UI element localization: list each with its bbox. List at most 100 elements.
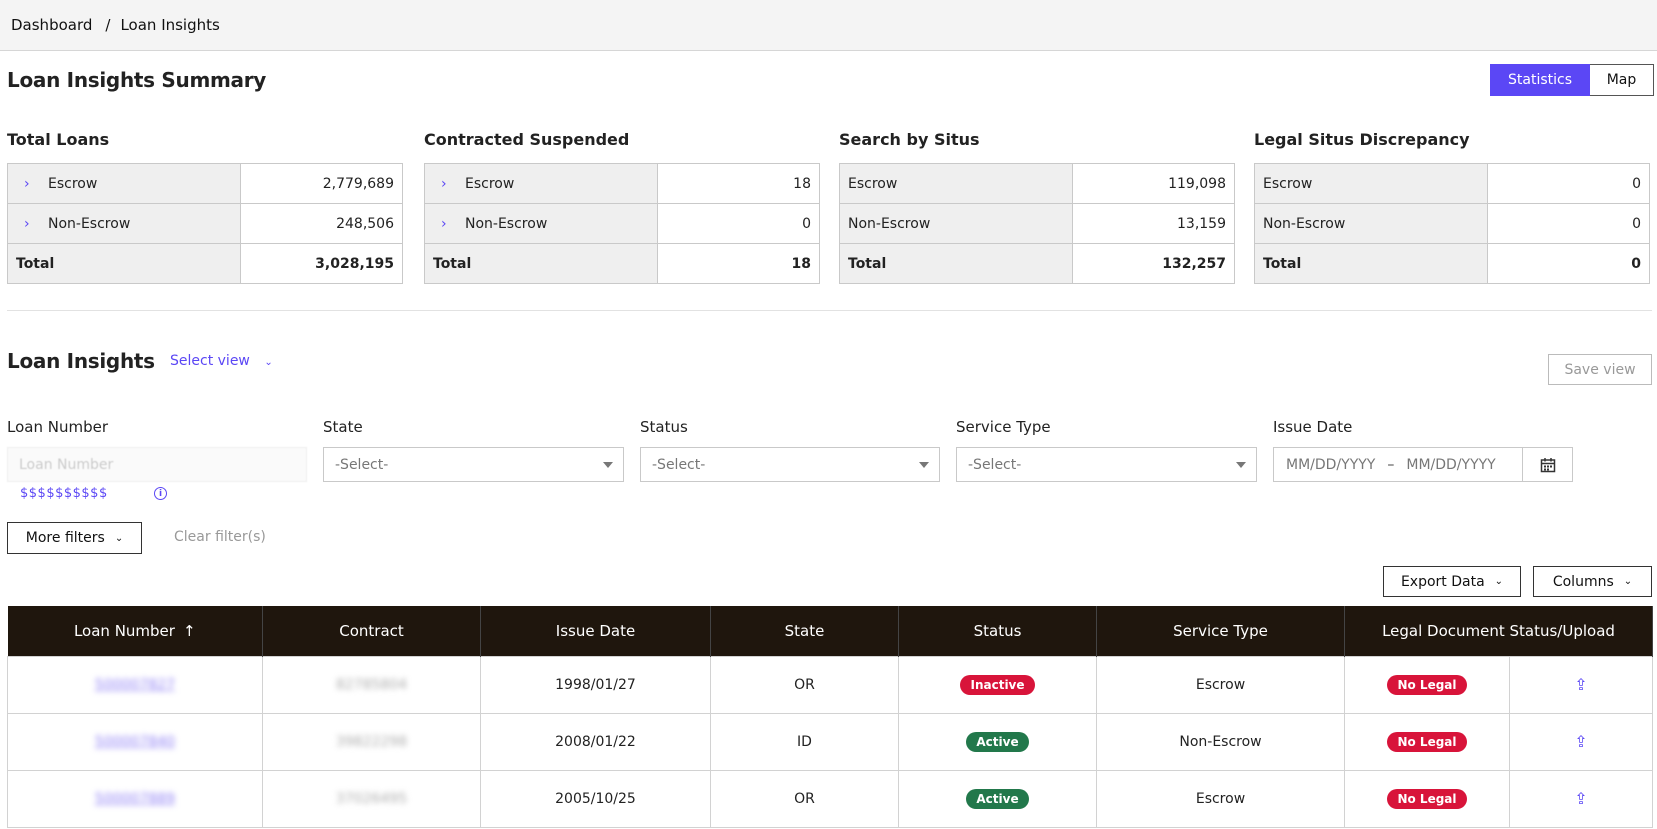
columns-button[interactable]: Columns ⌄ [1533, 566, 1652, 597]
total-value: 132,257 [1072, 243, 1235, 284]
status-badge: Active [966, 788, 1029, 809]
issue-date-cell: 1998/01/27 [480, 655, 711, 714]
issue-date-to-input[interactable]: MM/DD/YYYY [1406, 456, 1496, 473]
service-type-select[interactable]: -Select- [956, 447, 1257, 482]
more-filters-button[interactable]: More filters ⌄ [7, 522, 142, 554]
state-select-value: -Select- [335, 456, 389, 473]
column-header-issue-date[interactable]: Issue Date [480, 606, 711, 656]
issue-date-range: MM/DD/YYYY – MM/DD/YYYY [1273, 447, 1573, 482]
total-label: Total [838, 243, 1074, 284]
select-view-dropdown[interactable]: Select view ⌄ [170, 353, 273, 369]
service-type-cell: Escrow [1096, 769, 1345, 828]
total-label: Total [423, 243, 659, 284]
export-data-button[interactable]: Export Data ⌄ [1383, 566, 1521, 597]
status-badge: Active [966, 731, 1029, 752]
upload-icon[interactable]: ⇪ [1574, 789, 1588, 808]
chevron-right-icon[interactable]: › [441, 215, 447, 232]
chevron-down-icon: ⌄ [114, 532, 124, 544]
table-header-row: Loan Number ↑ Contract Issue Date State S… [7, 606, 1653, 656]
chevron-right-icon[interactable]: › [24, 175, 30, 192]
clear-filters-button[interactable]: Clear filter(s) [174, 529, 266, 545]
status-badge: Inactive [960, 674, 1035, 695]
breadcrumb-dashboard-link[interactable]: Dashboard [11, 16, 93, 34]
row-value: 0 [1487, 203, 1650, 244]
state-cell: ID [710, 712, 899, 771]
contract-cell: 82785804 [335, 676, 408, 693]
sort-ascending-icon[interactable]: ↑ [182, 621, 196, 640]
upload-icon[interactable]: ⇪ [1574, 675, 1588, 694]
column-header-loan-number[interactable]: Loan Number ↑ [7, 606, 263, 656]
column-header-legal-document[interactable]: Legal Document Status/Upload [1344, 606, 1653, 656]
issue-date-label: Issue Date [1273, 418, 1353, 436]
insights-title: Loan Insights [7, 349, 155, 373]
total-value: 18 [657, 243, 820, 284]
row-label: Non-Escrow [465, 215, 548, 232]
total-label: Total [1253, 243, 1489, 284]
table-row: 500007827 82785804 1998/01/27 OR Inactiv… [7, 655, 1653, 714]
card-row-non-escrow[interactable]: › Non-Escrow 248,506 [6, 203, 403, 244]
status-select[interactable]: -Select- [640, 447, 940, 482]
card-row-escrow[interactable]: › Escrow 2,779,689 [6, 163, 403, 204]
issue-date-cell: 2008/01/22 [480, 712, 711, 771]
column-header-service-type[interactable]: Service Type [1096, 606, 1345, 656]
state-select[interactable]: -Select- [323, 447, 624, 482]
statistics-toggle-button[interactable]: Statistics [1490, 64, 1590, 96]
breadcrumb-current: Loan Insights [120, 16, 220, 34]
loan-number-link[interactable]: 500007889 [94, 790, 176, 807]
caret-down-icon [919, 462, 929, 468]
loan-number-link[interactable]: 500007840 [94, 733, 176, 750]
save-view-button[interactable]: Save view [1548, 354, 1652, 385]
card-row-escrow: Escrow 0 [1253, 163, 1650, 204]
card-row-non-escrow[interactable]: › Non-Escrow 0 [423, 203, 820, 244]
table-row: 500007840 39822298 2008/01/22 ID Active … [7, 712, 1653, 771]
card-row-total: Total 0 [1253, 243, 1650, 284]
column-header-contract[interactable]: Contract [262, 606, 481, 656]
loan-number-hint: $$$$$$$$$$ [20, 486, 108, 501]
card-title: Legal Situs Discrepancy [1254, 130, 1470, 149]
breadcrumb: Dashboard / Loan Insights [0, 0, 1657, 51]
column-header-status[interactable]: Status [898, 606, 1097, 656]
calendar-icon[interactable] [1522, 448, 1572, 481]
chevron-right-icon[interactable]: › [441, 175, 447, 192]
total-label: Total [6, 243, 242, 284]
info-icon[interactable]: i [154, 487, 167, 500]
state-label: State [323, 418, 363, 436]
header-label: Loan Number [73, 621, 175, 640]
card-contracted-suspended: Contracted Suspended › Escrow 18 › Non-Escr… [423, 130, 820, 284]
breadcrumb-separator: / [105, 16, 111, 34]
upload-icon[interactable]: ⇪ [1574, 732, 1588, 751]
view-toggle: Statistics Map [1490, 64, 1654, 96]
card-total-loans: Total Loans › Escrow 2,779,689 › Non-Escrow… [6, 130, 403, 284]
issue-date-from-input[interactable]: MM/DD/YYYY [1286, 456, 1376, 473]
issue-date-cell: 2005/10/25 [480, 769, 711, 828]
loan-number-input[interactable]: Loan Number [7, 447, 307, 482]
row-value: 18 [657, 163, 820, 204]
card-title: Contracted Suspended [424, 130, 630, 149]
service-type-select-value: -Select- [968, 456, 1022, 473]
service-type-label: Service Type [956, 418, 1051, 436]
row-label: Escrow [48, 175, 98, 192]
card-row-escrow: Escrow 119,098 [838, 163, 1235, 204]
row-value: 0 [657, 203, 820, 244]
loan-number-link[interactable]: 500007827 [94, 676, 176, 693]
summary-title: Loan Insights Summary [7, 68, 267, 92]
service-type-cell: Non-Escrow [1096, 712, 1345, 771]
legal-status-badge: No Legal [1387, 788, 1467, 809]
chevron-down-icon: ⌄ [1623, 576, 1633, 587]
card-row-escrow[interactable]: › Escrow 18 [423, 163, 820, 204]
chevron-down-icon: ⌄ [1494, 576, 1504, 587]
card-search-by-situs: Search by Situs Escrow 119,098 Non-Escrow… [838, 130, 1235, 284]
state-cell: OR [710, 655, 899, 714]
loan-table: Loan Number ↑ Contract Issue Date State S… [7, 606, 1653, 828]
legal-status-badge: No Legal [1387, 731, 1467, 752]
legal-status-badge: No Legal [1387, 674, 1467, 695]
chevron-down-icon: ⌄ [264, 357, 273, 368]
row-value: 2,779,689 [240, 163, 403, 204]
column-header-state[interactable]: State [710, 606, 899, 656]
row-label: Non-Escrow [48, 215, 131, 232]
card-row-total: Total 132,257 [838, 243, 1235, 284]
chevron-right-icon[interactable]: › [24, 215, 30, 232]
map-toggle-button[interactable]: Map [1590, 64, 1654, 96]
row-value: 248,506 [240, 203, 403, 244]
row-value: 119,098 [1072, 163, 1235, 204]
